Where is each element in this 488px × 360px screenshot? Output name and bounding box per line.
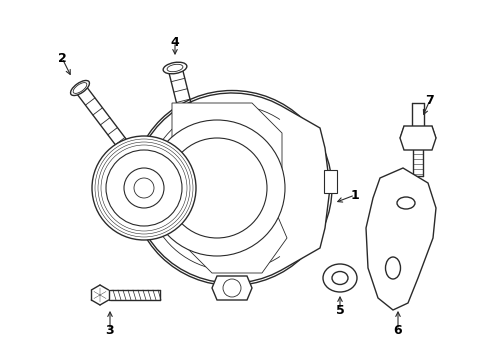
Text: 5: 5 xyxy=(335,303,344,316)
Ellipse shape xyxy=(73,82,87,93)
Polygon shape xyxy=(365,168,435,310)
Text: 1: 1 xyxy=(350,189,359,202)
Ellipse shape xyxy=(323,264,356,292)
Circle shape xyxy=(124,168,163,208)
Ellipse shape xyxy=(70,81,89,95)
Polygon shape xyxy=(324,170,336,193)
Text: 3: 3 xyxy=(105,324,114,337)
Polygon shape xyxy=(172,103,282,178)
Circle shape xyxy=(149,120,285,256)
Polygon shape xyxy=(399,126,435,150)
Polygon shape xyxy=(134,93,329,283)
Polygon shape xyxy=(212,276,251,300)
Polygon shape xyxy=(177,203,286,273)
Circle shape xyxy=(134,178,154,198)
Text: 2: 2 xyxy=(58,51,66,64)
Text: 7: 7 xyxy=(425,94,433,107)
Circle shape xyxy=(223,279,241,297)
Circle shape xyxy=(167,138,266,238)
Circle shape xyxy=(92,136,196,240)
Text: 4: 4 xyxy=(170,36,179,49)
Ellipse shape xyxy=(396,197,414,209)
Ellipse shape xyxy=(331,271,347,284)
Text: 6: 6 xyxy=(393,324,402,337)
Ellipse shape xyxy=(385,257,400,279)
Ellipse shape xyxy=(167,64,183,72)
Ellipse shape xyxy=(163,62,186,74)
Circle shape xyxy=(106,150,182,226)
Ellipse shape xyxy=(132,90,331,285)
